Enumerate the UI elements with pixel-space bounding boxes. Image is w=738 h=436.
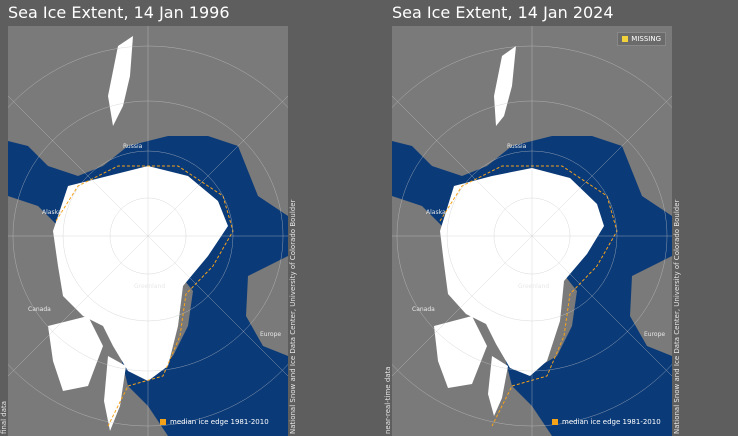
- left-map: Russia Alaska Canada Greenland Europe me…: [8, 26, 288, 436]
- median-edge-swatch: [552, 419, 558, 425]
- left-credit: National Snow and Ice Data Center, Unive…: [289, 199, 297, 434]
- label-europe: Europe: [260, 331, 281, 338]
- left-map-title: Sea Ice Extent, 14 Jan 1996: [8, 3, 230, 22]
- land-europe: [246, 256, 288, 356]
- sea-ice-hudson: [48, 316, 103, 391]
- sea-ice-okhotsk: [108, 36, 133, 126]
- land-europe: [630, 256, 672, 356]
- label-greenland: Greenland: [518, 283, 549, 290]
- sea-ice-2024: [440, 168, 604, 376]
- lat-lon-grid: [392, 26, 672, 436]
- label-russia: Russia: [507, 143, 527, 150]
- right-legend: median ice edge 1981-2010: [552, 418, 661, 426]
- right-map: Russia Alaska Canada Greenland Europe MI…: [392, 26, 672, 436]
- label-alaska: Alaska: [42, 209, 62, 216]
- right-map-title: Sea Ice Extent, 14 Jan 2024: [392, 3, 614, 22]
- missing-legend: MISSING: [617, 32, 666, 46]
- label-europe: Europe: [644, 331, 665, 338]
- left-side-note: final data: [0, 400, 8, 434]
- sea-ice-east-coast: [104, 356, 126, 431]
- sea-ice-hudson: [434, 316, 487, 388]
- missing-label: MISSING: [631, 35, 661, 43]
- left-legend-label: median ice edge 1981-2010: [170, 418, 269, 426]
- left-legend: median ice edge 1981-2010: [160, 418, 269, 426]
- right-credit: National Snow and Ice Data Center, Unive…: [673, 199, 681, 434]
- lat-lon-grid: [8, 26, 288, 436]
- right-side-note: near-real-time data: [384, 366, 392, 434]
- left-map-graphic: Russia Alaska Canada Greenland Europe: [8, 26, 288, 436]
- label-canada: Canada: [412, 306, 435, 313]
- label-russia: Russia: [123, 143, 143, 150]
- right-map-graphic: Russia Alaska Canada Greenland Europe: [392, 26, 672, 436]
- label-canada: Canada: [28, 306, 51, 313]
- median-ice-edge: [439, 165, 618, 427]
- label-alaska: Alaska: [426, 209, 446, 216]
- median-ice-edge: [55, 165, 234, 427]
- missing-swatch: [622, 36, 629, 42]
- median-edge-swatch: [160, 419, 166, 425]
- right-legend-label: median ice edge 1981-2010: [562, 418, 661, 426]
- sea-ice-okhotsk: [494, 46, 516, 126]
- label-greenland: Greenland: [134, 283, 165, 290]
- sea-ice-east-coast: [488, 356, 508, 416]
